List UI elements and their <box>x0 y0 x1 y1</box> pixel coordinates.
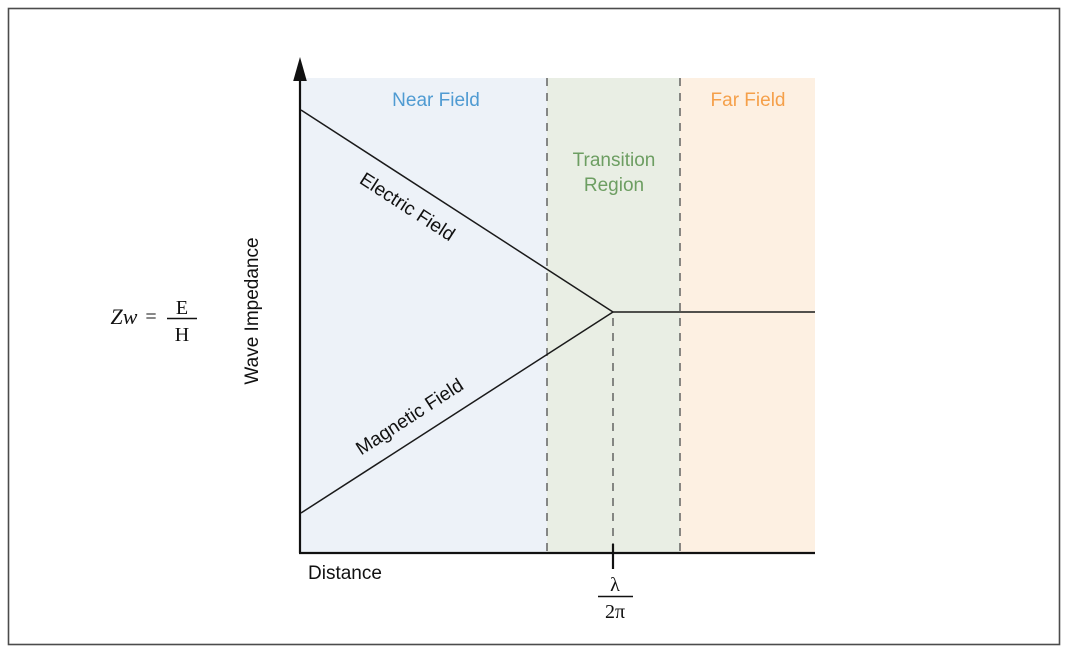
transition-region-label-line1: Transition <box>573 150 656 171</box>
y-axis-title: Wave Impedance <box>242 237 263 384</box>
x-tick-fraction-numerator: λ <box>610 574 620 596</box>
near-field-label: Near Field <box>392 90 480 111</box>
figure-border <box>7 7 1061 646</box>
far-field-region <box>680 78 815 553</box>
equation-equals-sign: = <box>145 306 156 328</box>
x-tick-fraction: λ 2π <box>598 574 633 623</box>
equation-denominator: H <box>175 324 189 346</box>
x-tick-fraction-denominator: 2π <box>605 601 625 623</box>
x-axis-title: Distance <box>308 563 382 584</box>
wave-impedance-equation: Zw = E H <box>111 297 197 346</box>
y-axis-arrowhead-icon <box>293 57 307 81</box>
equation-lhs: Zw <box>111 304 138 329</box>
far-field-label: Far Field <box>711 90 786 111</box>
near-field-region <box>301 78 547 553</box>
electric-field-line <box>300 109 614 313</box>
equation-numerator: E <box>176 297 188 319</box>
transition-region-label-line2: Region <box>584 175 644 196</box>
magnetic-field-line <box>300 311 614 514</box>
